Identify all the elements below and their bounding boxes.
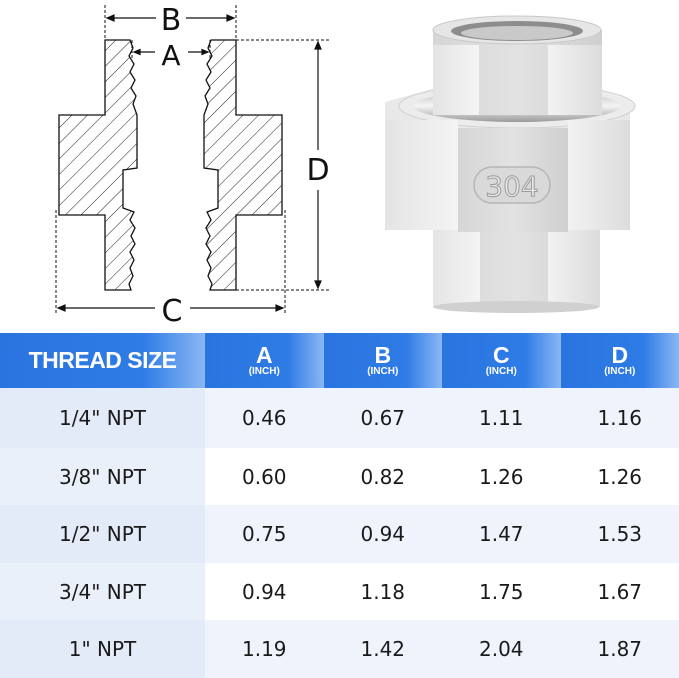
section-right-wall — [203, 39, 283, 291]
material-badge — [473, 166, 551, 204]
value-d: 1.53 — [560, 505, 679, 563]
table-row: 3/4" NPT 0.94 1.18 1.75 1.67 — [0, 563, 679, 620]
material-marking: 304 — [485, 170, 538, 203]
dimension-label-a: A — [161, 39, 180, 72]
value-a: 0.94 — [205, 563, 324, 620]
section-left-wall — [58, 39, 138, 291]
thread-size-cell: 3/4" NPT — [0, 563, 205, 620]
product-illustration: B A D C 304 — [55, 3, 636, 329]
table-row: 1/4" NPT 0.46 0.67 1.11 1.16 — [0, 388, 679, 448]
value-a: 0.75 — [205, 505, 324, 563]
value-b: 1.18 — [323, 563, 442, 620]
value-d: 1.16 — [560, 388, 679, 448]
value-a: 1.19 — [205, 620, 324, 678]
thread-size-cell: 1" NPT — [0, 620, 205, 678]
value-c: 2.04 — [442, 620, 561, 678]
thread-size-cell: 1/4" NPT — [0, 388, 205, 448]
value-a: 0.46 — [205, 388, 324, 448]
value-d: 1.26 — [560, 448, 679, 505]
value-b: 0.67 — [323, 388, 442, 448]
thread-size-cell: 1/2" NPT — [0, 505, 205, 563]
header-d: D (INCH) — [560, 333, 679, 388]
value-c: 1.11 — [442, 388, 561, 448]
cross-section-diagram: B A D C — [55, 3, 330, 329]
value-b: 1.42 — [323, 620, 442, 678]
thread-size-cell: 3/8" NPT — [0, 448, 205, 505]
table-header-row: THREAD SIZE A (INCH) B (INCH) C (INCH) D (IN… — [0, 333, 679, 388]
value-d: 1.87 — [560, 620, 679, 678]
dimension-label-d: D — [306, 153, 329, 188]
value-b: 0.82 — [323, 448, 442, 505]
header-a: A (INCH) — [205, 333, 324, 388]
dimension-label-b: B — [161, 3, 182, 38]
union-fitting-photo: 304 — [385, 15, 636, 313]
dimension-label-c: C — [162, 294, 183, 329]
value-c: 1.75 — [442, 563, 561, 620]
value-c: 1.47 — [442, 505, 561, 563]
value-d: 1.67 — [560, 563, 679, 620]
value-c: 1.26 — [442, 448, 561, 505]
dimension-table: THREAD SIZE A (INCH) B (INCH) C (INCH) D (IN… — [0, 333, 679, 678]
table-row: 1" NPT 1.19 1.42 2.04 1.87 — [0, 620, 679, 678]
value-a: 0.60 — [205, 448, 324, 505]
header-b: B (INCH) — [323, 333, 442, 388]
header-thread-size: THREAD SIZE — [0, 333, 205, 388]
header-c: C (INCH) — [442, 333, 561, 388]
table-row: 1/2" NPT 0.75 0.94 1.47 1.53 — [0, 505, 679, 563]
table-row: 3/8" NPT 0.60 0.82 1.26 1.26 — [0, 448, 679, 505]
value-b: 0.94 — [323, 505, 442, 563]
